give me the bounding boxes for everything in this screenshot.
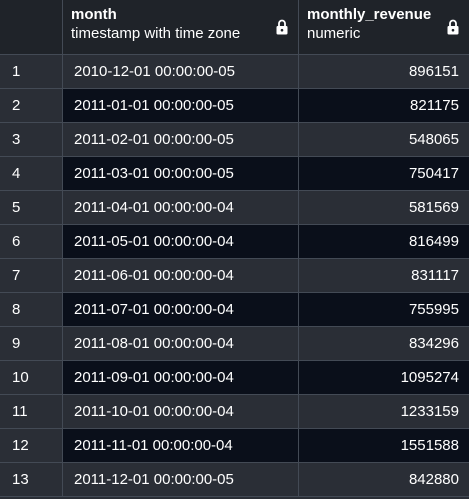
cell-month[interactable]: 2011-11-01 00:00:00-04: [63, 429, 299, 462]
column-name: month: [71, 6, 117, 23]
row-number[interactable]: 11: [0, 395, 63, 428]
cell-monthly-revenue[interactable]: 816499: [408, 233, 459, 250]
table-row[interactable]: 4 2011-03-01 00:00:00-05 750417: [0, 157, 469, 191]
cell-monthly-revenue[interactable]: 1551588: [400, 437, 459, 454]
row-number[interactable]: 9: [0, 327, 63, 360]
column-type: numeric: [307, 25, 361, 42]
cell-month[interactable]: 2011-01-01 00:00:00-05: [63, 89, 299, 122]
table-row[interactable]: 12 2011-11-01 00:00:00-04 1551588: [0, 429, 469, 463]
row-number[interactable]: 5: [0, 191, 63, 224]
cell-monthly-revenue[interactable]: 1095274: [400, 369, 459, 386]
table-row[interactable]: 3 2011-02-01 00:00:00-05 548065: [0, 123, 469, 157]
row-number[interactable]: 4: [0, 157, 63, 190]
table-row[interactable]: 13 2011-12-01 00:00:00-05 842880: [0, 463, 469, 497]
cell-monthly-revenue[interactable]: 548065: [408, 131, 459, 148]
column-header-monthly-revenue[interactable]: monthly_revenue numeric: [299, 0, 469, 54]
table-row[interactable]: 1 2010-12-01 00:00:00-05 896151: [0, 55, 469, 89]
row-number[interactable]: 7: [0, 259, 63, 292]
cell-monthly-revenue[interactable]: 1233159: [400, 403, 459, 420]
cell-monthly-revenue[interactable]: 581569: [408, 199, 459, 216]
row-number[interactable]: 8: [0, 293, 63, 326]
table-row[interactable]: 8 2011-07-01 00:00:00-04 755995: [0, 293, 469, 327]
table-row[interactable]: 5 2011-04-01 00:00:00-04 581569: [0, 191, 469, 225]
column-header-month[interactable]: month timestamp with time zone: [63, 0, 299, 54]
cell-month[interactable]: 2011-12-01 00:00:00-05: [63, 463, 299, 496]
table-row[interactable]: 7 2011-06-01 00:00:00-04 831117: [0, 259, 469, 293]
cell-monthly-revenue[interactable]: 821175: [410, 97, 459, 114]
table-row[interactable]: 2 2011-01-01 00:00:00-05 821175: [0, 89, 469, 123]
column-name: monthly_revenue: [307, 6, 432, 23]
cell-month[interactable]: 2011-04-01 00:00:00-04: [63, 191, 299, 224]
cell-month[interactable]: 2011-06-01 00:00:00-04: [63, 259, 299, 292]
cell-monthly-revenue[interactable]: 842880: [408, 471, 459, 488]
row-number[interactable]: 1: [0, 55, 63, 88]
cell-month[interactable]: 2011-10-01 00:00:00-04: [63, 395, 299, 428]
cell-month[interactable]: 2011-03-01 00:00:00-05: [63, 157, 299, 190]
row-number[interactable]: 3: [0, 123, 63, 156]
row-number[interactable]: 10: [0, 361, 63, 394]
row-number[interactable]: 13: [0, 463, 63, 496]
row-number-header[interactable]: [0, 0, 63, 54]
table-row[interactable]: 6 2011-05-01 00:00:00-04 816499: [0, 225, 469, 259]
column-type: timestamp with time zone: [71, 25, 241, 42]
row-number[interactable]: 2: [0, 89, 63, 122]
cell-monthly-revenue[interactable]: 896151: [408, 63, 459, 80]
cell-monthly-revenue[interactable]: 750417: [408, 165, 459, 182]
cell-month[interactable]: 2011-08-01 00:00:00-04: [63, 327, 299, 360]
cell-month[interactable]: 2010-12-01 00:00:00-05: [63, 55, 299, 88]
cell-month[interactable]: 2011-05-01 00:00:00-04: [63, 225, 299, 258]
grid-header: month timestamp with time zone monthly_r…: [0, 0, 469, 55]
row-number[interactable]: 6: [0, 225, 63, 258]
cell-month[interactable]: 2011-02-01 00:00:00-05: [63, 123, 299, 156]
cell-month[interactable]: 2011-07-01 00:00:00-04: [63, 293, 299, 326]
cell-monthly-revenue[interactable]: 834296: [408, 335, 459, 352]
table-row[interactable]: 11 2011-10-01 00:00:00-04 1233159: [0, 395, 469, 429]
row-number[interactable]: 12: [0, 429, 63, 462]
cell-monthly-revenue[interactable]: 831117: [411, 267, 459, 284]
table-row[interactable]: 9 2011-08-01 00:00:00-04 834296: [0, 327, 469, 361]
lock-icon: [447, 19, 459, 35]
cell-month[interactable]: 2011-09-01 00:00:00-04: [63, 361, 299, 394]
table-row[interactable]: 10 2011-09-01 00:00:00-04 1095274: [0, 361, 469, 395]
lock-icon: [276, 19, 288, 35]
cell-monthly-revenue[interactable]: 755995: [408, 301, 459, 318]
